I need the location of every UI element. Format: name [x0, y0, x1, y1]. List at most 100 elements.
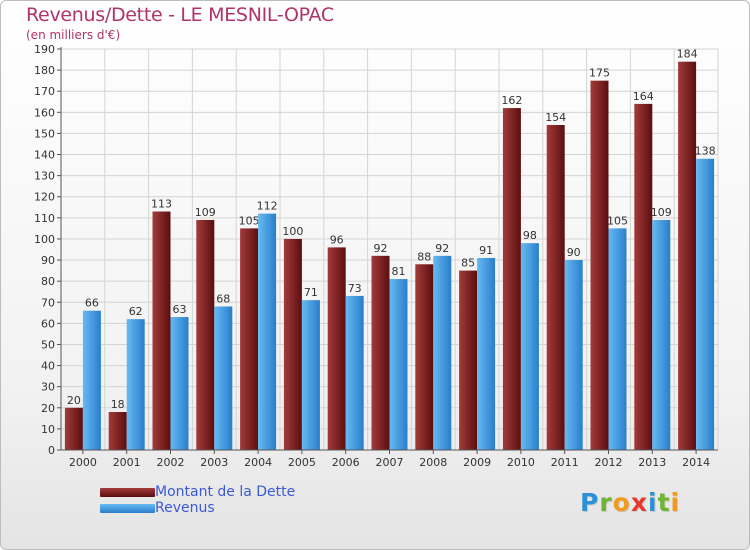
- bar-dette: [502, 108, 521, 451]
- legend-label-revenus: Revenus: [155, 500, 215, 516]
- logo-letter: P: [580, 488, 600, 517]
- x-tick-label: 2004: [244, 456, 272, 469]
- bar-revenus: [126, 319, 145, 450]
- data-label-dette: 164: [633, 90, 654, 103]
- data-label-revenus: 105: [607, 214, 628, 227]
- axes: 0 10 20 30 40 50 60 70 80 90 100 110 120 130 140 150 160…: [34, 43, 718, 469]
- logo-letter: i: [648, 488, 658, 517]
- bar-dette: [678, 61, 697, 451]
- logo-letter: x: [630, 488, 648, 517]
- x-tick-label: 2009: [463, 456, 491, 469]
- logo-letter: i: [670, 488, 681, 517]
- bar-revenus: [564, 260, 583, 450]
- bar-revenus: [214, 306, 233, 450]
- x-tick-label: 2011: [551, 456, 579, 469]
- bar-revenus: [345, 295, 364, 450]
- x-tick-label: 2001: [113, 456, 141, 469]
- data-label-dette: 88: [417, 250, 431, 263]
- bar-dette: [546, 124, 565, 451]
- y-tick-label: 190: [34, 43, 55, 56]
- y-tick-label: 50: [41, 338, 55, 351]
- data-label-dette: 105: [239, 214, 260, 227]
- y-tick-label: 110: [34, 212, 55, 225]
- x-tick-label: 2000: [69, 456, 97, 469]
- bar-dette: [371, 255, 390, 450]
- bar-dette: [283, 238, 302, 450]
- bar-dette: [240, 228, 259, 450]
- data-label-revenus: 138: [695, 145, 716, 158]
- y-tick-label: 170: [34, 85, 55, 98]
- x-tick-label: 2002: [157, 456, 185, 469]
- y-tick-label: 0: [48, 444, 55, 457]
- data-label-revenus: 63: [173, 303, 187, 316]
- data-label-dette: 109: [195, 206, 216, 219]
- y-tick-label: 30: [41, 381, 55, 394]
- chart-title: Revenus/Dette - LE MESNIL-OPAC: [26, 4, 334, 26]
- logo-letter: r: [599, 488, 613, 517]
- bar-dette: [152, 211, 171, 450]
- logo-letter: o: [612, 488, 631, 517]
- data-label-dette: 92: [374, 242, 388, 255]
- data-label-dette: 85: [461, 257, 475, 270]
- x-tick-label: 2013: [638, 456, 666, 469]
- data-label-revenus: 98: [523, 229, 537, 242]
- y-tick-label: 40: [41, 360, 55, 373]
- bars: 2066186211363109681051121007196739281889…: [64, 48, 716, 451]
- bar-dette: [634, 103, 653, 450]
- x-tick-label: 2007: [376, 456, 404, 469]
- bar-revenus: [258, 213, 277, 450]
- data-label-revenus: 68: [216, 292, 230, 305]
- bar-revenus: [301, 300, 320, 450]
- bar-revenus: [696, 158, 715, 450]
- data-label-revenus: 92: [435, 242, 449, 255]
- data-label-revenus: 91: [479, 244, 493, 257]
- y-tick-label: 150: [34, 127, 55, 140]
- data-label-revenus: 112: [257, 200, 278, 213]
- y-tick-label: 60: [41, 317, 55, 330]
- bar-revenus: [433, 255, 452, 450]
- data-label-revenus: 90: [567, 246, 581, 259]
- x-tick-label: 2006: [332, 456, 360, 469]
- y-tick-label: 20: [41, 402, 55, 415]
- legend-swatch-revenus: [100, 504, 155, 513]
- data-label-dette: 96: [330, 233, 344, 246]
- legend-swatch-dette: [100, 488, 155, 497]
- data-label-dette: 154: [545, 111, 566, 124]
- bar-revenus: [82, 310, 101, 450]
- bar-revenus: [170, 317, 189, 450]
- bar-dette: [196, 219, 215, 450]
- bar-dette: [64, 407, 83, 450]
- y-tick-label: 10: [41, 423, 55, 436]
- legend-label-dette: Montant de la Dette: [155, 484, 296, 500]
- data-label-revenus: 81: [392, 265, 406, 278]
- y-tick-label: 120: [34, 191, 55, 204]
- x-tick-label: 2003: [200, 456, 228, 469]
- x-tick-label: 2012: [595, 456, 623, 469]
- data-label-dette: 100: [282, 225, 303, 238]
- bar-revenus: [520, 243, 539, 450]
- bar-revenus: [389, 279, 408, 450]
- data-label-dette: 175: [589, 67, 610, 80]
- x-tick-label: 2005: [288, 456, 316, 469]
- bar-dette: [108, 412, 127, 450]
- data-label-dette: 113: [151, 198, 172, 211]
- data-label-revenus: 66: [85, 297, 99, 310]
- logo-letter: t: [657, 488, 671, 517]
- data-label-dette: 184: [677, 48, 698, 61]
- data-label-dette: 18: [111, 398, 125, 411]
- y-tick-label: 160: [34, 106, 55, 119]
- y-tick-label: 90: [41, 254, 55, 267]
- y-tick-label: 130: [34, 170, 55, 183]
- y-tick-label: 100: [34, 233, 55, 246]
- chart-subtitle: (en milliers d'€): [26, 28, 121, 42]
- x-tick-label: 2010: [507, 456, 535, 469]
- y-tick-label: 140: [34, 149, 55, 162]
- data-label-dette: 162: [501, 94, 522, 107]
- data-label-revenus: 62: [129, 305, 143, 318]
- bar-dette: [415, 264, 434, 450]
- y-tick-label: 80: [41, 275, 55, 288]
- bar-dette: [327, 247, 346, 450]
- proxiti-logo: Proxiti: [580, 488, 680, 517]
- y-tick-label: 70: [41, 296, 55, 309]
